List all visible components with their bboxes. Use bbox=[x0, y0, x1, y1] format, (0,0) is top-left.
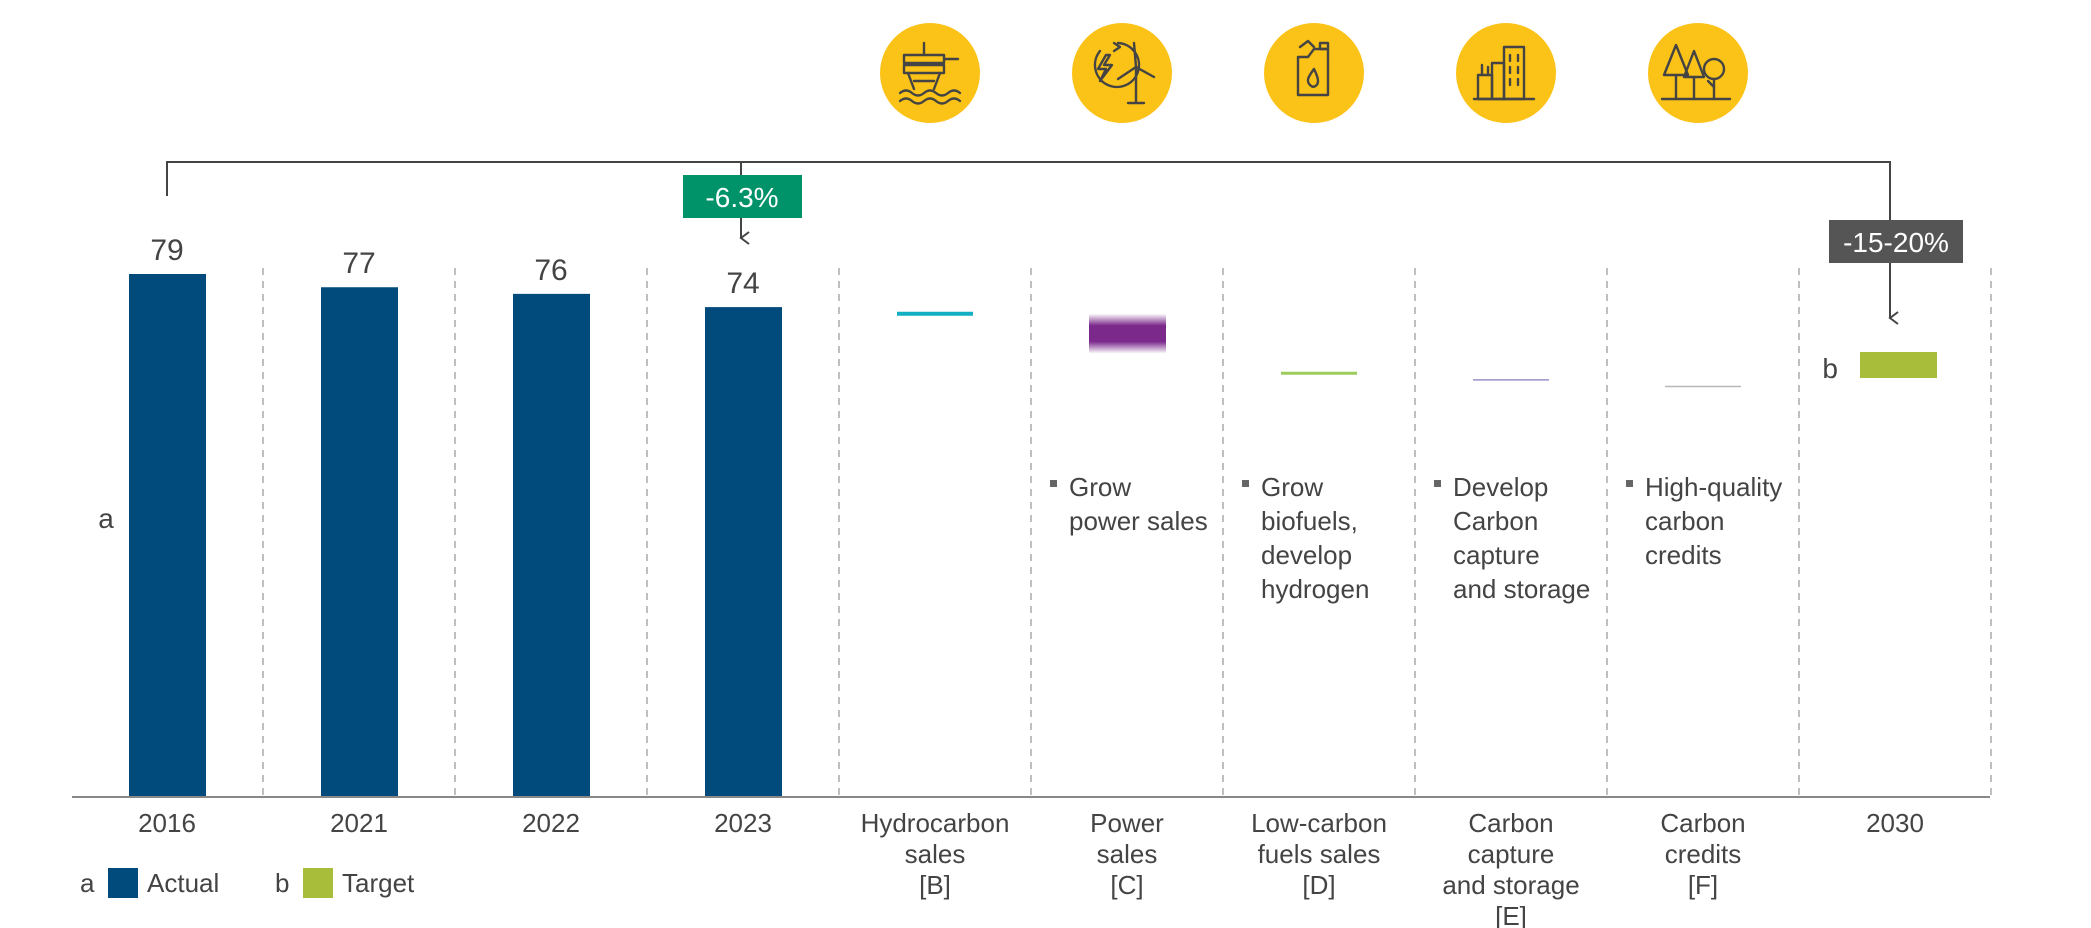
reduction-badge-2023: -6.3% bbox=[683, 175, 802, 218]
actual-bars bbox=[129, 274, 782, 797]
x-tick-label: 2030 bbox=[1866, 808, 1924, 838]
target-marker: b bbox=[1822, 353, 1838, 384]
axis-marker-a: a bbox=[98, 503, 114, 534]
bar-2022 bbox=[513, 293, 590, 797]
legend-target-label: Target bbox=[342, 868, 415, 898]
bullet-text-ccs: Develop Carbon capture and storage bbox=[1453, 472, 1590, 604]
bar-2023 bbox=[705, 307, 782, 797]
industry-buildings-icon bbox=[1456, 23, 1556, 123]
value-labels: 79 77 76 74 bbox=[150, 234, 759, 300]
target-bar bbox=[1860, 352, 1937, 378]
x-tick-label: Power sales [C] bbox=[1090, 808, 1164, 900]
reduction-badge-2030-text: -15-20% bbox=[1843, 227, 1949, 258]
offshore-platform-icon bbox=[880, 23, 980, 123]
bullet-text-low-carbon-fuels: Grow biofuels, develop hydrogen bbox=[1261, 472, 1369, 604]
value-label-2016: 79 bbox=[150, 234, 183, 267]
reduction-badge-2023-bg bbox=[683, 175, 802, 218]
bar-2016 bbox=[129, 274, 206, 797]
legend: a Actual b Target bbox=[80, 868, 415, 898]
x-tick-label: Low-carbon fuels sales [D] bbox=[1251, 808, 1387, 900]
legend-actual-marker: a bbox=[80, 868, 95, 898]
reduction-badge-2030: -15-20% bbox=[1829, 220, 1963, 263]
x-tick-label: Carbon credits [F] bbox=[1660, 808, 1745, 900]
reduction-badge-2030-bg bbox=[1829, 220, 1963, 263]
reduction-bracket bbox=[166, 161, 1899, 325]
value-label-2021: 77 bbox=[342, 247, 375, 280]
x-tick-label: 2022 bbox=[522, 808, 580, 838]
x-tick-label: 2021 bbox=[330, 808, 388, 838]
lightning-wind-turbine-icon bbox=[1072, 23, 1172, 123]
legend-target-swatch bbox=[303, 868, 333, 898]
legend-actual-label: Actual bbox=[147, 868, 219, 898]
legend-target-marker: b bbox=[275, 868, 289, 898]
x-tick-labels: 2016 2021 2022 2023 Hydrocarbon sales [B] Power… bbox=[138, 808, 1924, 928]
value-label-2023: 74 bbox=[726, 267, 759, 300]
value-label-2022: 76 bbox=[534, 254, 567, 287]
lever-marks bbox=[897, 311, 1741, 388]
fuel-canister-icon bbox=[1264, 23, 1364, 123]
target-2030: b bbox=[1822, 352, 1937, 384]
x-tick-label: 2023 bbox=[714, 808, 772, 838]
bullet-marker bbox=[1242, 480, 1249, 487]
lever-mark-power bbox=[1089, 313, 1166, 354]
bullet-marker bbox=[1050, 480, 1057, 487]
bracket-line bbox=[166, 161, 1899, 325]
column-dividers bbox=[262, 268, 1992, 797]
lever-bullets: Grow power sales Grow biofuels, develop hydro… bbox=[1050, 472, 1782, 604]
bullet-text-credits: High-quality carbon credits bbox=[1645, 472, 1782, 570]
reduction-badge-2023-text: -6.3% bbox=[705, 182, 778, 213]
icon-row bbox=[880, 23, 1748, 123]
bullet-text-power: Grow power sales bbox=[1069, 472, 1208, 536]
x-tick-label: Hydrocarbon sales [B] bbox=[861, 808, 1010, 900]
bullet-marker bbox=[1434, 480, 1441, 487]
bullet-marker bbox=[1626, 480, 1633, 487]
legend-actual-swatch bbox=[108, 868, 138, 898]
bar-2021 bbox=[321, 287, 398, 797]
trees-icon bbox=[1648, 23, 1748, 123]
x-tick-label: Carbon capture and storage [E] bbox=[1442, 808, 1579, 928]
x-tick-label: 2016 bbox=[138, 808, 196, 838]
